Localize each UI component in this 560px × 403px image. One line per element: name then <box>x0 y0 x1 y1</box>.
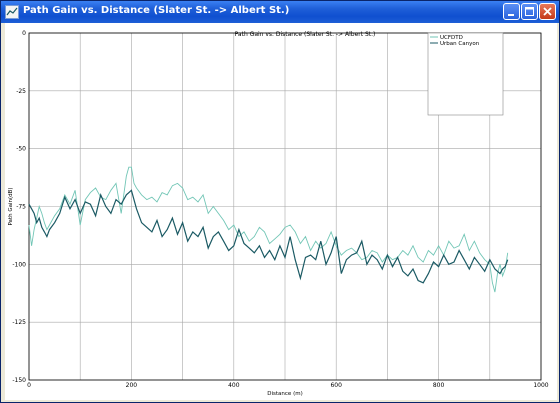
series-line-urban-canyon <box>28 189 509 284</box>
x-tick-label: 800 <box>433 382 445 389</box>
y-tick-label: -75 <box>16 204 26 211</box>
minimize-button[interactable] <box>503 3 520 20</box>
close-button[interactable] <box>539 3 556 20</box>
series-lines <box>28 166 509 293</box>
y-tick-label: -25 <box>16 88 26 95</box>
y-tick-labels: 0 -25 -50 -75 -100 -125 -150 <box>12 30 26 384</box>
maximize-button[interactable] <box>521 3 538 20</box>
y-tick-label: -50 <box>16 146 26 153</box>
legend-label-ucfdtd: UCFDTD <box>440 35 463 41</box>
y-tick-label: -150 <box>12 377 26 384</box>
x-tick-label: 600 <box>330 382 342 389</box>
x-tick-label: 400 <box>228 382 240 389</box>
legend: UCFDTD Urban Canyon <box>427 32 504 116</box>
window-title: Path Gain vs. Distance (Slater St. -> Al… <box>23 5 290 16</box>
y-tick-label: -100 <box>12 261 26 268</box>
y-axis-label: Path Gain(dB) <box>8 187 14 225</box>
x-axis-label: Distance (m) <box>267 391 302 397</box>
x-tick-label: 0 <box>27 382 31 389</box>
legend-box <box>427 32 504 116</box>
series-line-ucfdtd <box>28 166 509 293</box>
plot-frame <box>28 32 542 381</box>
chart-app-icon <box>5 5 19 19</box>
x-tick-label: 1000 <box>533 382 548 389</box>
y-tick-label: -125 <box>12 319 26 326</box>
title-bar[interactable]: Path Gain vs. Distance (Slater St. -> Al… <box>1 1 559 23</box>
legend-label-urban-canyon: Urban Canyon <box>440 41 480 47</box>
chart-area: 0 200 400 600 800 1000 0 -25 -50 -75 -100 -125 -150… <box>5 23 557 400</box>
path-gain-chart: 0 200 400 600 800 1000 0 -25 -50 -75 -100 -125 -150… <box>8 30 549 397</box>
y-tick-label: 0 <box>22 30 26 37</box>
x-tick-label: 200 <box>126 382 138 389</box>
chart-title: Path Gain vs. Distance (Slater St. -> Al… <box>235 31 376 38</box>
x-tick-labels: 0 200 400 600 800 1000 <box>27 382 549 389</box>
